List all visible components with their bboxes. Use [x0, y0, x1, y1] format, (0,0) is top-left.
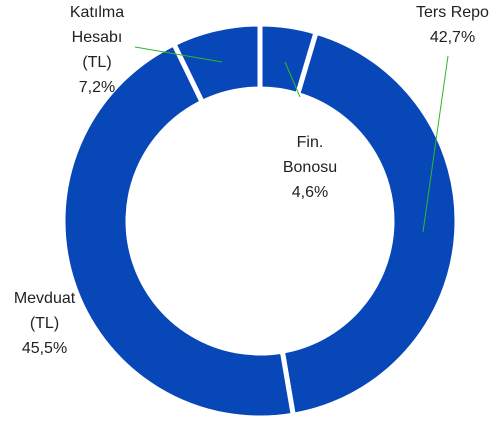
donut-segment: [60, 40, 297, 421]
leader-line: [134, 46, 223, 63]
leader-line: [284, 61, 301, 98]
value-label: 4,6%: [291, 184, 329, 201]
category-label: Ters Repo: [416, 4, 489, 21]
donut-segment: [279, 29, 460, 419]
category-label: Katılma Hesabı (TL): [69, 4, 125, 71]
leader-line: [422, 55, 449, 233]
donut-segment: [170, 21, 263, 106]
data-label: Ters Repo 42,7%: [405, 0, 493, 50]
data-label: Mevduat (TL) 45,5%: [12, 286, 77, 361]
category-label: Fin. Bonosu: [282, 134, 338, 176]
value-label: 42,7%: [429, 29, 476, 46]
data-label: Fin. Bonosu 4,6%: [280, 130, 340, 205]
value-label: 45,5%: [21, 340, 68, 357]
value-label: 7,2%: [78, 79, 116, 96]
data-label: Katılma Hesabı (TL) 7,2%: [62, 0, 132, 100]
category-label: Mevduat (TL): [13, 290, 76, 332]
